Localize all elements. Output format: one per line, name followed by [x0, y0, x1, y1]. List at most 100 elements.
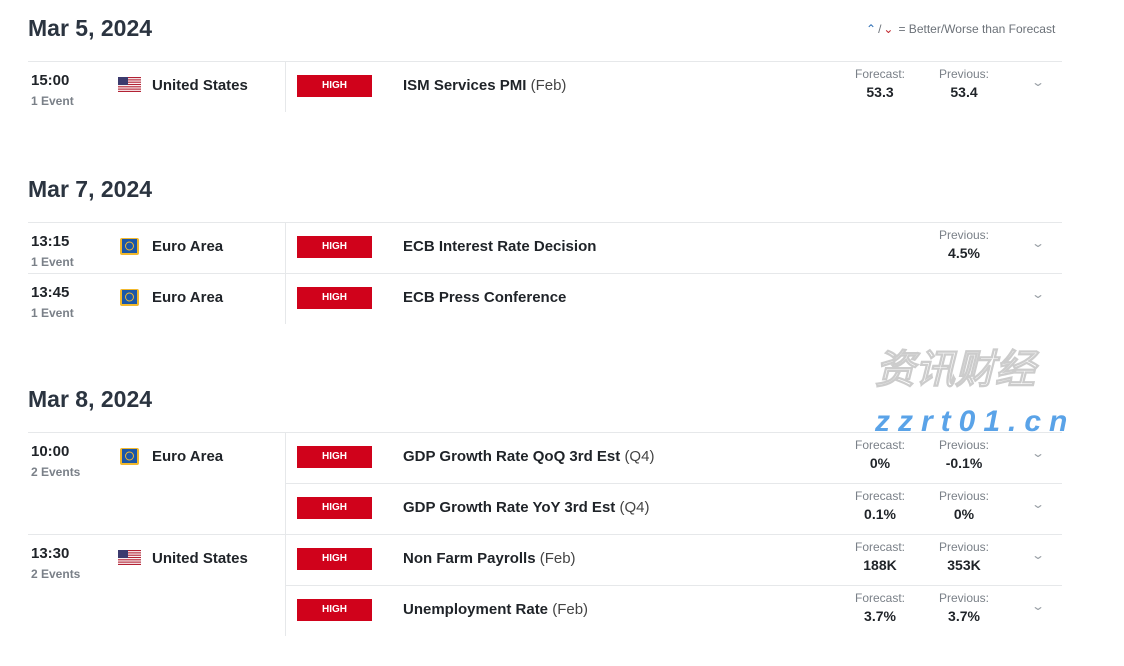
eu-flag-icon [118, 289, 141, 306]
impact-badge: HIGH [297, 446, 372, 468]
event-title: Unemployment Rate [403, 601, 549, 618]
previous-label: Previous: [938, 540, 990, 554]
event-period: (Q4) [624, 448, 655, 465]
event-name[interactable]: GDP Growth Rate YoY 3rd Est (Q4) [403, 499, 649, 516]
forecast-label: Forecast: [854, 540, 905, 554]
chevron-down-icon[interactable]: ⌄ [1030, 599, 1046, 613]
previous: Previous: -0.1% [924, 438, 1004, 471]
previous-label: Previous: [938, 591, 990, 605]
day-section: Mar 8, 2024 10:00 2 Events Euro Area HIG… [28, 386, 1062, 636]
event-count: 1 Event [31, 306, 74, 320]
event-time: 15:00 [31, 72, 70, 89]
event-count: 2 Events [31, 567, 81, 581]
event-period: (Feb) [552, 601, 589, 618]
forecast-value: 188K [863, 557, 897, 573]
event-title: ECB Interest Rate Decision [403, 238, 597, 255]
time-country-cell: 13:30 2 Events United States [28, 535, 286, 636]
forecast-legend: ⌃ / ⌄ = Better/Worse than Forecast [866, 22, 1055, 36]
previous: Previous: 3.7% [924, 591, 1004, 624]
impact-badge: HIGH [297, 75, 372, 97]
event-row[interactable]: HIGH GDP Growth Rate YoY 3rd Est (Q4) For… [286, 483, 1062, 534]
event-row[interactable]: HIGH Non Farm Payrolls (Feb) Forecast: 188… [286, 535, 1062, 585]
forecast: Forecast: 0.1% [840, 489, 920, 522]
date-heading: Mar 8, 2024 [28, 386, 153, 412]
event-row[interactable]: HIGH Unemployment Rate (Feb) Forecast: 3.7… [286, 585, 1062, 636]
us-flag-icon [118, 77, 141, 92]
country-name: United States [152, 77, 248, 94]
previous-label: Previous: [938, 489, 990, 503]
event-time: 13:45 [31, 284, 70, 301]
eu-flag-icon [118, 238, 141, 255]
country-name: Euro Area [152, 238, 224, 255]
chevron-down-icon[interactable]: ⌄ [1030, 287, 1046, 301]
forecast-value: 53.3 [866, 84, 894, 100]
previous-value: 4.5% [948, 245, 980, 261]
country-name: Euro Area [152, 289, 224, 306]
better-than-forecast-icon: ⌃ [866, 22, 877, 36]
previous-value: -0.1% [945, 455, 983, 471]
event-count: 1 Event [31, 94, 74, 108]
event-row[interactable]: HIGH GDP Growth Rate QoQ 3rd Est (Q4) For… [286, 433, 1062, 483]
event-title: GDP Growth Rate QoQ 3rd Est [403, 448, 621, 465]
previous-value: 353K [947, 557, 981, 573]
legend-separator: / [878, 22, 882, 36]
event-group: 13:45 1 Event Euro Area HIGH ECB Press C… [28, 273, 1062, 324]
event-period: (Feb) [530, 77, 567, 94]
forecast: Forecast: 3.7% [840, 591, 920, 624]
legend-text: = Better/Worse than Forecast [898, 22, 1056, 36]
chevron-down-icon[interactable]: ⌄ [1030, 497, 1046, 511]
forecast: Forecast: 0% [840, 438, 920, 471]
previous-label: Previous: [938, 67, 990, 81]
event-name[interactable]: GDP Growth Rate QoQ 3rd Est (Q4) [403, 448, 654, 465]
event-row[interactable]: HIGH ECB Interest Rate Decision Previous… [286, 223, 1062, 273]
time-country-cell: 13:45 1 Event Euro Area [28, 274, 286, 324]
event-name[interactable]: ECB Interest Rate Decision [403, 238, 596, 255]
forecast: Forecast: 188K [840, 540, 920, 573]
country-name: United States [152, 550, 248, 567]
forecast: Forecast: 53.3 [840, 67, 920, 100]
previous-value: 53.4 [950, 84, 978, 100]
event-name[interactable]: Non Farm Payrolls (Feb) [403, 550, 576, 567]
day-section: Mar 5, 2024 15:00 1 Event United States … [28, 15, 1062, 112]
impact-badge: HIGH [297, 236, 372, 258]
forecast-value: 3.7% [864, 608, 896, 624]
event-count: 2 Events [31, 465, 81, 479]
eu-flag-icon [118, 448, 141, 465]
worse-than-forecast-icon: ⌄ [883, 22, 894, 36]
forecast-value: 0.1% [864, 506, 896, 522]
event-name[interactable]: ECB Press Conference [403, 289, 566, 306]
event-title: Non Farm Payrolls [403, 550, 536, 567]
event-time: 13:15 [31, 233, 70, 250]
chevron-down-icon[interactable]: ⌄ [1030, 446, 1046, 460]
previous: Previous: 353K [924, 540, 1004, 573]
time-country-cell: 13:15 1 Event Euro Area [28, 223, 286, 273]
previous-label: Previous: [938, 438, 990, 452]
chevron-down-icon[interactable]: ⌄ [1030, 548, 1046, 562]
impact-badge: HIGH [297, 497, 372, 519]
event-title: GDP Growth Rate YoY 3rd Est [403, 499, 616, 516]
forecast-value: 0% [869, 455, 891, 471]
event-count: 1 Event [31, 255, 74, 269]
forecast-label: Forecast: [854, 67, 905, 81]
previous: Previous: 0% [924, 489, 1004, 522]
event-period: (Q4) [619, 499, 650, 516]
forecast-label: Forecast: [854, 489, 905, 503]
event-row[interactable]: HIGH ECB Press Conference ⌄ [286, 274, 1062, 324]
event-name[interactable]: ISM Services PMI (Feb) [403, 77, 566, 94]
chevron-down-icon[interactable]: ⌄ [1030, 75, 1046, 89]
previous-label: Previous: [938, 228, 990, 242]
date-heading: Mar 7, 2024 [28, 176, 153, 202]
event-group: 15:00 1 Event United States HIGH ISM Ser… [28, 61, 1062, 112]
previous: Previous: 53.4 [924, 67, 1004, 100]
event-row[interactable]: HIGH ISM Services PMI (Feb) Forecast: 53.3… [286, 62, 1062, 112]
country-name: Euro Area [152, 448, 224, 465]
impact-badge: HIGH [297, 548, 372, 570]
chevron-down-icon[interactable]: ⌄ [1030, 236, 1046, 250]
event-period: (Feb) [539, 550, 576, 567]
event-name[interactable]: Unemployment Rate (Feb) [403, 601, 588, 618]
event-time: 13:30 [31, 545, 70, 562]
event-group: 13:30 2 Events United States HIGH Non Fa… [28, 534, 1062, 636]
time-country-cell: 10:00 2 Events Euro Area [28, 433, 286, 534]
event-title: ECB Press Conference [403, 289, 567, 306]
day-section: Mar 7, 2024 13:15 1 Event Euro Area HIGH… [28, 176, 1062, 324]
